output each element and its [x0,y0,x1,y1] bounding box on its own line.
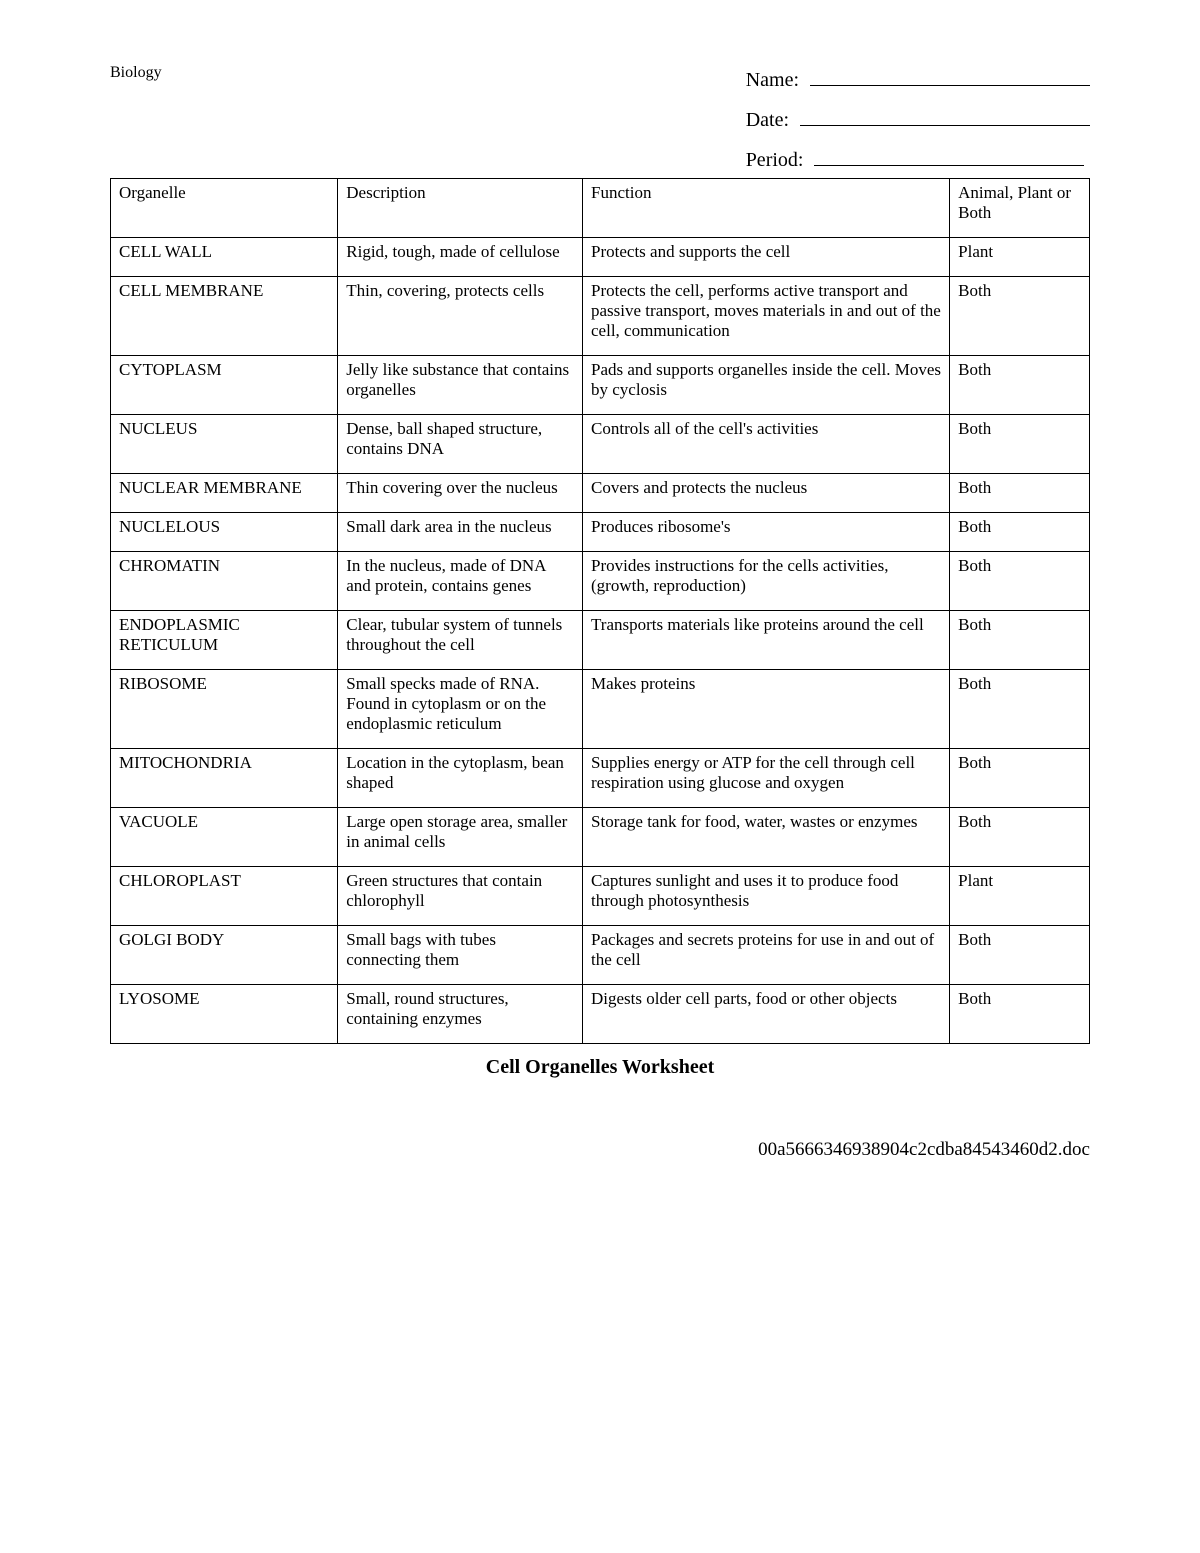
col-type: Animal, Plant or Both [950,179,1090,238]
cell-description: Location in the cytoplasm, bean shaped [338,749,583,808]
cell-organelle: MITOCHONDRIA [111,749,338,808]
organelle-table: Organelle Description Function Animal, P… [110,178,1090,1044]
cell-description: Green structures that contain chlorophyl… [338,867,583,926]
cell-description: In the nucleus, made of DNA and protein,… [338,552,583,611]
cell-function: Protects the cell, performs active trans… [583,277,950,356]
cell-type: Both [950,552,1090,611]
header: Biology Name: Date: Period: [110,60,1090,180]
cell-organelle: VACUOLE [111,808,338,867]
cell-description: Thin covering over the nucleus [338,474,583,513]
cell-description: Large open storage area, smaller in anim… [338,808,583,867]
cell-organelle: NUCLEAR MEMBRANE [111,474,338,513]
cell-function: Controls all of the cell's activities [583,415,950,474]
cell-description: Jelly like substance that contains organ… [338,356,583,415]
cell-type: Both [950,808,1090,867]
cell-type: Both [950,474,1090,513]
table-row: CELL WALLRigid, tough, made of cellulose… [111,238,1090,277]
cell-organelle: ENDOPLASMIC RETICULUM [111,611,338,670]
cell-function: Digests older cell parts, food or other … [583,985,950,1044]
table-row: NUCLELOUSSmall dark area in the nucleusP… [111,513,1090,552]
header-fields: Name: Date: Period: [746,60,1090,180]
cell-function: Produces ribosome's [583,513,950,552]
cell-type: Both [950,985,1090,1044]
cell-type: Both [950,926,1090,985]
name-label: Name: [746,60,799,100]
table-row: MITOCHONDRIALocation in the cytoplasm, b… [111,749,1090,808]
cell-organelle: CELL WALL [111,238,338,277]
subject-label: Biology [110,64,162,82]
cell-description: Small dark area in the nucleus [338,513,583,552]
col-description: Description [338,179,583,238]
table-row: CHROMATINIn the nucleus, made of DNA and… [111,552,1090,611]
cell-function: Supplies energy or ATP for the cell thro… [583,749,950,808]
cell-type: Both [950,277,1090,356]
cell-function: Covers and protects the nucleus [583,474,950,513]
cell-type: Both [950,749,1090,808]
name-field: Name: [746,60,1090,100]
cell-type: Plant [950,867,1090,926]
cell-organelle: LYOSOME [111,985,338,1044]
date-field: Date: [746,100,1090,140]
cell-function: Packages and secrets proteins for use in… [583,926,950,985]
table-header-row: Organelle Description Function Animal, P… [111,179,1090,238]
cell-type: Both [950,611,1090,670]
table-row: CELL MEMBRANEThin, covering, protects ce… [111,277,1090,356]
worksheet-page: Biology Name: Date: Period: Organelle De… [0,0,1200,1201]
cell-description: Dense, ball shaped structure, contains D… [338,415,583,474]
cell-type: Both [950,513,1090,552]
table-row: NUCLEAR MEMBRANEThin covering over the n… [111,474,1090,513]
period-label: Period: [746,140,804,180]
cell-description: Clear, tubular system of tunnels through… [338,611,583,670]
table-row: CHLOROPLASTGreen structures that contain… [111,867,1090,926]
cell-type: Both [950,415,1090,474]
cell-type: Both [950,356,1090,415]
table-row: VACUOLELarge open storage area, smaller … [111,808,1090,867]
period-field: Period: [746,140,1090,180]
cell-organelle: CHROMATIN [111,552,338,611]
cell-description: Thin, covering, protects cells [338,277,583,356]
name-blank[interactable] [810,65,1090,86]
cell-description: Rigid, tough, made of cellulose [338,238,583,277]
period-blank[interactable] [814,145,1084,166]
col-function: Function [583,179,950,238]
date-blank[interactable] [800,105,1090,126]
cell-description: Small specks made of RNA. Found in cytop… [338,670,583,749]
cell-organelle: CHLOROPLAST [111,867,338,926]
cell-organelle: CYTOPLASM [111,356,338,415]
table-row: RIBOSOMESmall specks made of RNA. Found … [111,670,1090,749]
cell-organelle: GOLGI BODY [111,926,338,985]
cell-organelle: CELL MEMBRANE [111,277,338,356]
table-body: CELL WALLRigid, tough, made of cellulose… [111,238,1090,1044]
table-head: Organelle Description Function Animal, P… [111,179,1090,238]
cell-function: Provides instructions for the cells acti… [583,552,950,611]
table-row: NUCLEUSDense, ball shaped structure, con… [111,415,1090,474]
col-organelle: Organelle [111,179,338,238]
footer-filename: 00a5666346938904c2cdba84543460d2.doc [110,1139,1090,1161]
cell-description: Small, round structures, containing enzy… [338,985,583,1044]
cell-organelle: NUCLEUS [111,415,338,474]
cell-function: Transports materials like proteins aroun… [583,611,950,670]
table-row: CYTOPLASMJelly like substance that conta… [111,356,1090,415]
cell-type: Plant [950,238,1090,277]
cell-organelle: NUCLELOUS [111,513,338,552]
cell-function: Protects and supports the cell [583,238,950,277]
cell-description: Small bags with tubes connecting them [338,926,583,985]
table-row: LYOSOMESmall, round structures, containi… [111,985,1090,1044]
table-row: ENDOPLASMIC RETICULUMClear, tubular syst… [111,611,1090,670]
cell-organelle: RIBOSOME [111,670,338,749]
cell-function: Pads and supports organelles inside the … [583,356,950,415]
cell-function: Captures sunlight and uses it to produce… [583,867,950,926]
table-row: GOLGI BODYSmall bags with tubes connecti… [111,926,1090,985]
cell-type: Both [950,670,1090,749]
cell-function: Makes proteins [583,670,950,749]
date-label: Date: [746,100,789,140]
cell-function: Storage tank for food, water, wastes or … [583,808,950,867]
worksheet-title: Cell Organelles Worksheet [110,1056,1090,1079]
